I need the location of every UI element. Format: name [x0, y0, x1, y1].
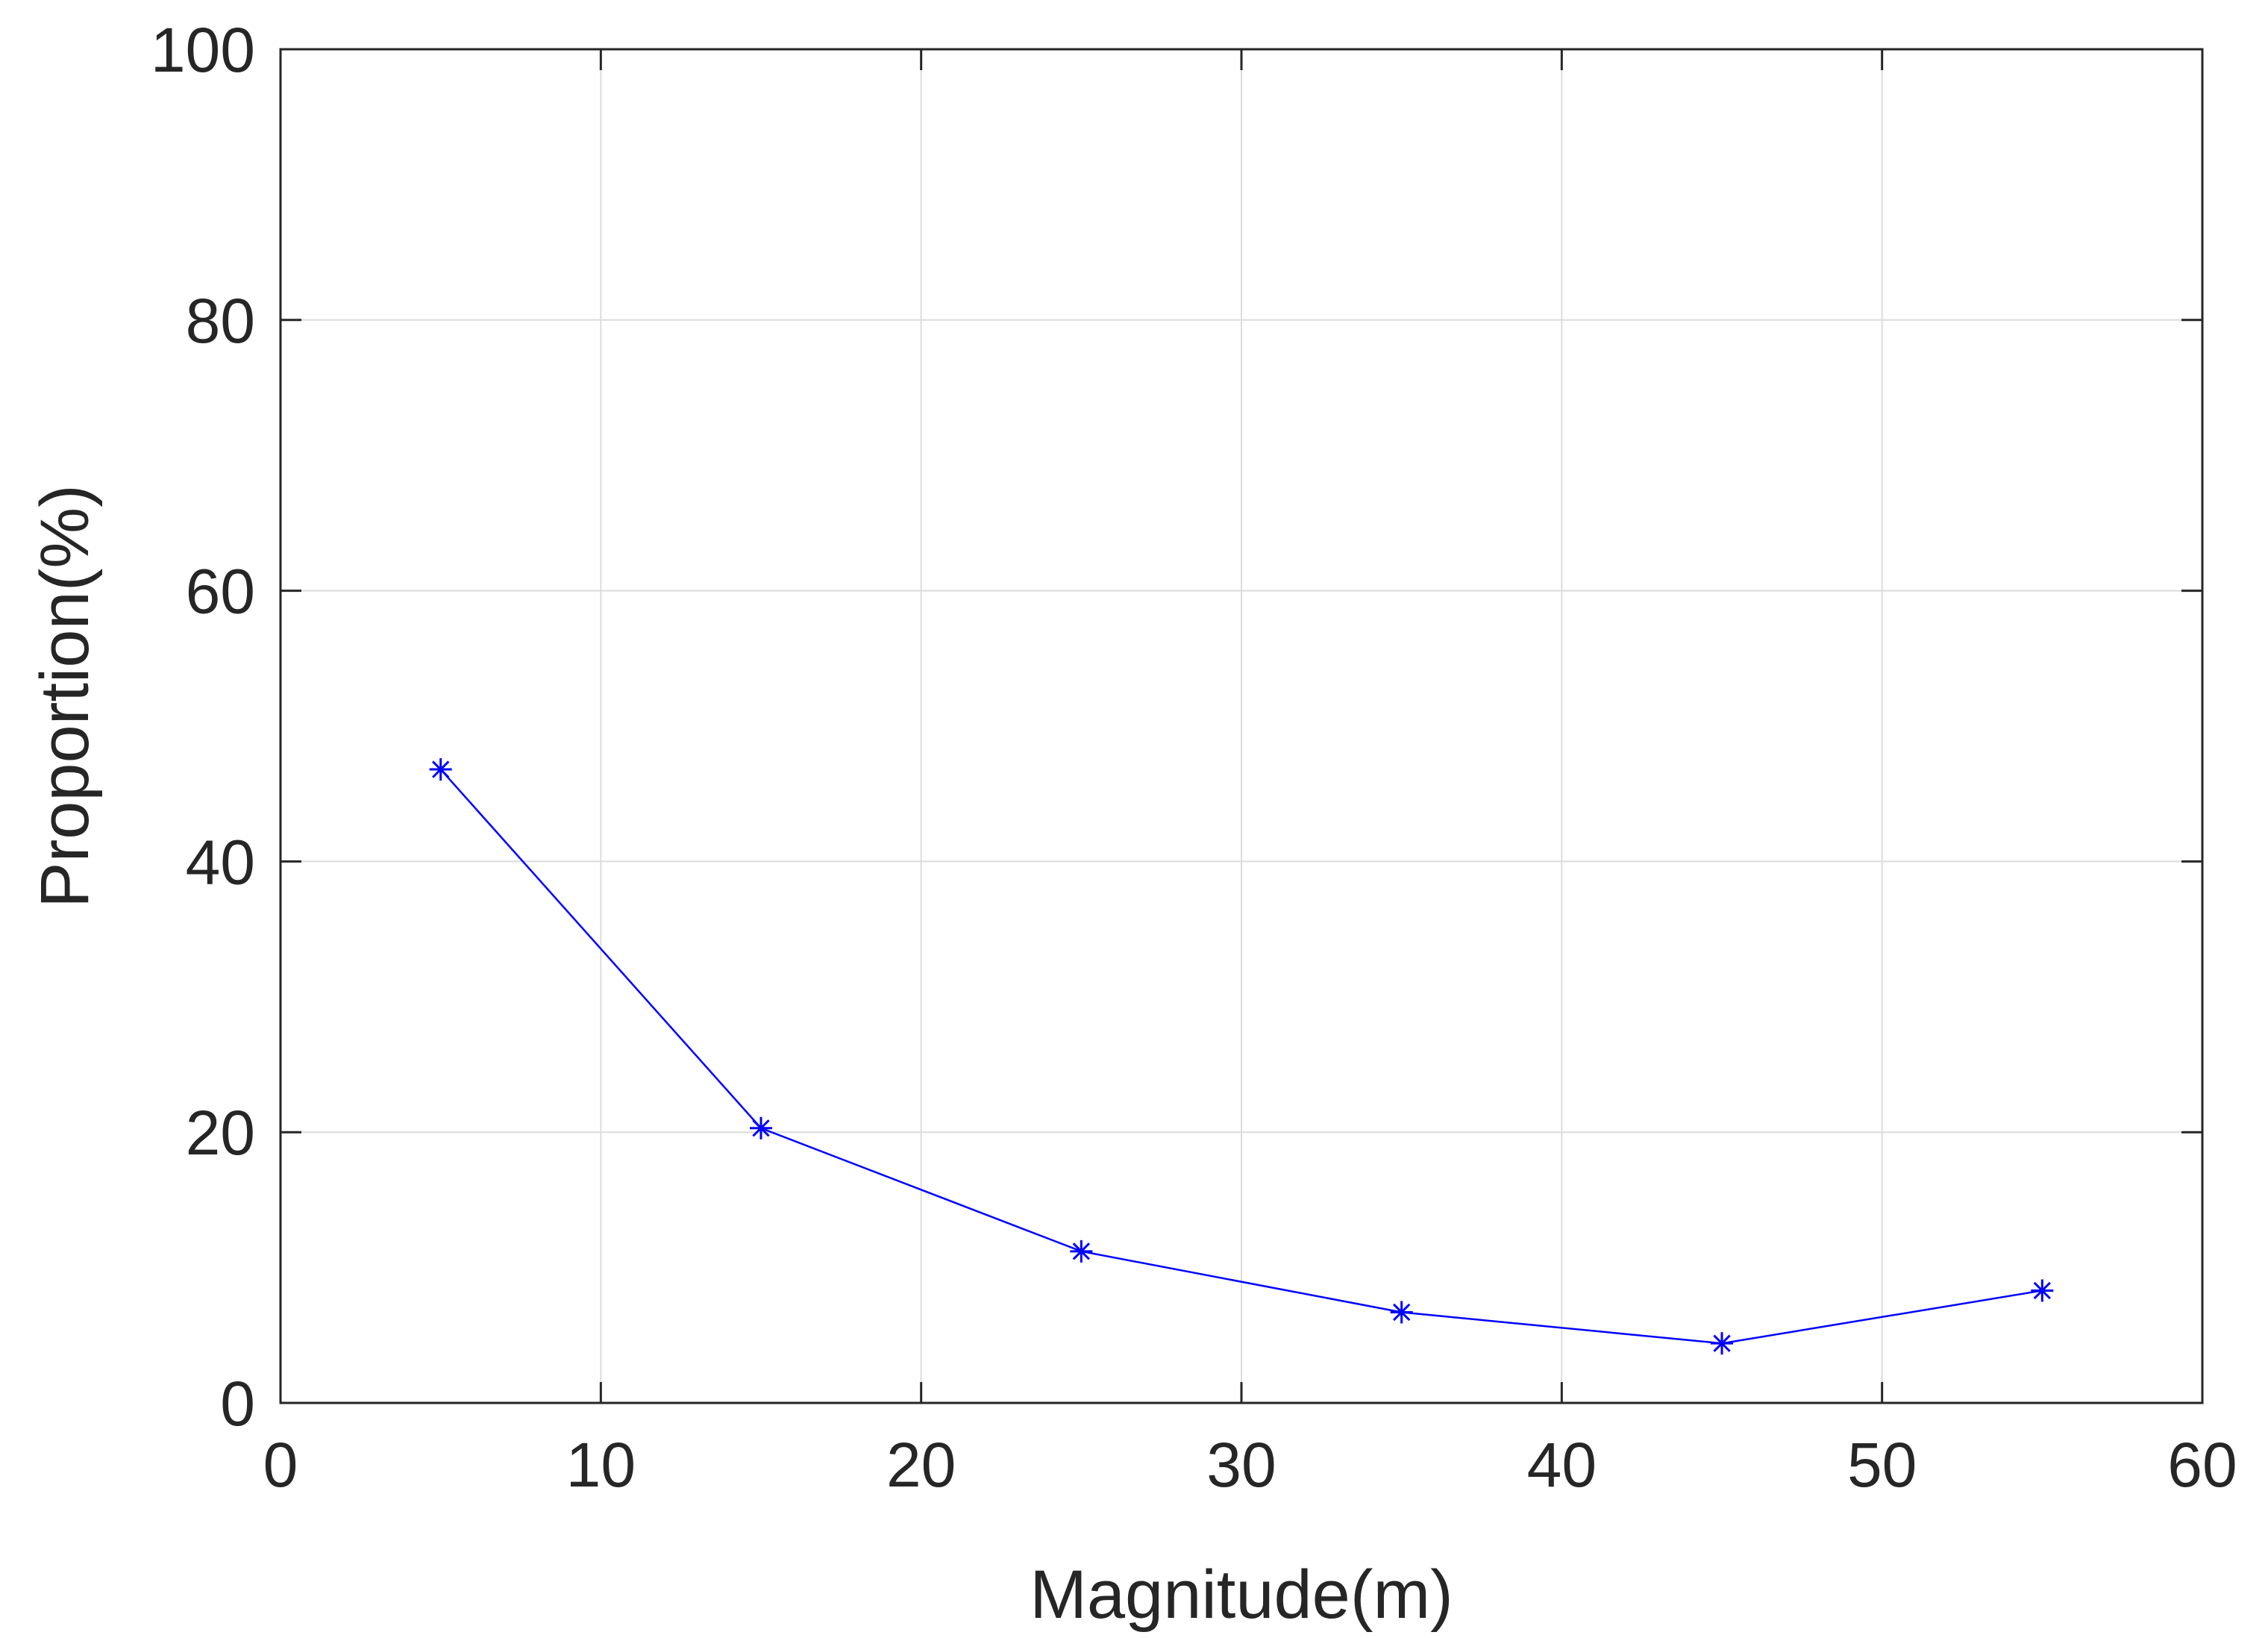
data-point-marker	[1390, 1301, 1413, 1324]
x-tick-label: 0	[263, 1430, 298, 1500]
x-tick-label: 30	[1206, 1430, 1276, 1500]
marker-stroke	[431, 760, 450, 778]
x-tick-label: 10	[566, 1430, 636, 1500]
x-tick-label: 20	[886, 1430, 956, 1500]
marker-stroke	[752, 1119, 770, 1137]
x-tick-label: 60	[2167, 1430, 2237, 1500]
marker-stroke	[2033, 1281, 2052, 1300]
y-tick-label: 100	[151, 15, 255, 85]
grid	[281, 49, 2202, 1403]
plot-area	[429, 758, 2054, 1355]
data-point-marker	[2031, 1279, 2054, 1302]
x-tick-label: 40	[1527, 1430, 1597, 1500]
marker-stroke	[1072, 1242, 1091, 1260]
y-tick-label: 20	[186, 1098, 255, 1168]
y-axis-label: Proportion(%)	[27, 484, 103, 908]
data-point-marker	[1070, 1240, 1093, 1263]
y-tick-label: 0	[220, 1369, 255, 1439]
x-axis-label: Magnitude(m)	[1030, 1557, 1453, 1633]
marker-stroke	[1713, 1334, 1731, 1352]
marker-stroke	[1392, 1303, 1411, 1322]
data-point-marker	[750, 1116, 772, 1140]
data-point-marker	[1711, 1332, 1733, 1355]
y-tick-label: 40	[186, 827, 255, 897]
y-tick-label: 80	[186, 286, 255, 356]
x-tick-label: 50	[1847, 1430, 1917, 1500]
ticks: 0 10 20 30 40 50 60 0 20 40 60 80 100	[151, 15, 2237, 1500]
data-point-marker	[429, 758, 452, 781]
series-line	[439, 769, 2043, 1345]
y-tick-label: 60	[186, 557, 255, 627]
